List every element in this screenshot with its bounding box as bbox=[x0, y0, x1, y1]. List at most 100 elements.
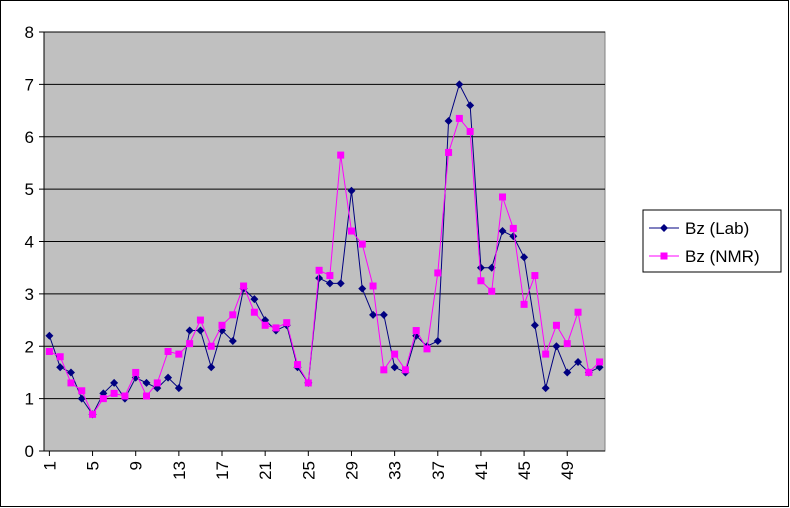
point bbox=[531, 272, 539, 280]
point bbox=[132, 368, 140, 376]
point bbox=[455, 114, 463, 122]
point bbox=[369, 282, 377, 290]
point bbox=[552, 321, 560, 329]
y-tick-label: 7 bbox=[25, 75, 34, 94]
point bbox=[78, 387, 86, 395]
point bbox=[110, 378, 119, 387]
point bbox=[325, 279, 334, 288]
point bbox=[336, 279, 345, 288]
x-tick-label: 49 bbox=[558, 461, 577, 480]
point bbox=[358, 240, 366, 248]
point bbox=[250, 295, 259, 304]
point bbox=[423, 345, 431, 353]
y-tick-label: 4 bbox=[25, 233, 34, 252]
y-tick-label: 6 bbox=[25, 128, 34, 147]
x-tick-label: 29 bbox=[342, 461, 361, 480]
point bbox=[45, 331, 54, 340]
legend-marker bbox=[660, 224, 668, 232]
point bbox=[164, 347, 172, 355]
x-tick-label: 9 bbox=[127, 461, 146, 470]
point bbox=[585, 368, 593, 376]
legend-marker bbox=[660, 252, 668, 260]
point bbox=[563, 340, 571, 348]
point bbox=[596, 358, 604, 366]
point bbox=[196, 326, 205, 335]
x-tick-label: 13 bbox=[170, 461, 189, 480]
point bbox=[315, 266, 323, 274]
y-tick-label: 2 bbox=[25, 337, 34, 356]
y-tick-label: 0 bbox=[25, 442, 34, 461]
point bbox=[434, 269, 442, 277]
x-tick-label: 25 bbox=[299, 461, 318, 480]
point bbox=[433, 337, 442, 346]
point bbox=[175, 350, 183, 358]
point bbox=[77, 394, 86, 403]
point bbox=[347, 227, 355, 235]
point bbox=[261, 321, 269, 329]
point bbox=[466, 128, 474, 136]
point bbox=[283, 319, 291, 327]
point bbox=[466, 101, 475, 110]
point bbox=[229, 311, 237, 319]
point bbox=[509, 224, 517, 232]
point bbox=[380, 366, 388, 374]
point bbox=[369, 310, 378, 319]
point bbox=[520, 300, 528, 308]
x-tick-label: 1 bbox=[40, 461, 59, 470]
point bbox=[337, 151, 345, 159]
legend-box bbox=[642, 209, 782, 273]
point bbox=[358, 284, 367, 293]
point bbox=[89, 410, 97, 418]
point bbox=[476, 263, 485, 272]
point bbox=[390, 363, 399, 372]
point bbox=[186, 340, 194, 348]
y-tick-label: 3 bbox=[25, 285, 34, 304]
point bbox=[391, 350, 399, 358]
point bbox=[326, 272, 334, 280]
point bbox=[304, 379, 312, 387]
point bbox=[563, 368, 572, 377]
x-tick-label: 45 bbox=[515, 461, 534, 480]
y-tick-label: 5 bbox=[25, 180, 34, 199]
point bbox=[196, 316, 204, 324]
point bbox=[574, 308, 582, 316]
point bbox=[153, 379, 161, 387]
point bbox=[110, 389, 118, 397]
series-line bbox=[48, 83, 600, 416]
point bbox=[66, 368, 75, 377]
point bbox=[401, 366, 409, 374]
point bbox=[574, 357, 583, 366]
point bbox=[294, 361, 302, 369]
point bbox=[240, 282, 248, 290]
point bbox=[498, 227, 507, 236]
point bbox=[477, 277, 485, 285]
point bbox=[56, 353, 64, 361]
point bbox=[164, 373, 173, 382]
point bbox=[379, 310, 388, 319]
point bbox=[315, 274, 324, 283]
x-tick-label: 33 bbox=[386, 461, 405, 480]
point bbox=[272, 324, 280, 332]
point bbox=[455, 80, 464, 89]
point bbox=[121, 392, 129, 400]
point bbox=[207, 363, 216, 372]
x-tick-label: 37 bbox=[429, 461, 448, 480]
point bbox=[520, 253, 529, 262]
x-tick-label: 21 bbox=[256, 461, 275, 480]
legend-label: Bz (NMR) bbox=[685, 247, 760, 266]
y-tick-label: 8 bbox=[25, 23, 34, 42]
point bbox=[488, 287, 496, 295]
point bbox=[530, 321, 539, 330]
point bbox=[174, 384, 183, 393]
point bbox=[552, 342, 561, 351]
legend-label: Bz (Lab) bbox=[685, 219, 749, 238]
point bbox=[56, 363, 65, 372]
x-tick-label: 5 bbox=[84, 461, 103, 470]
point bbox=[45, 347, 53, 355]
point bbox=[142, 392, 150, 400]
point bbox=[541, 384, 550, 393]
point bbox=[542, 350, 550, 358]
point bbox=[99, 395, 107, 403]
x-tick-label: 17 bbox=[213, 461, 232, 480]
